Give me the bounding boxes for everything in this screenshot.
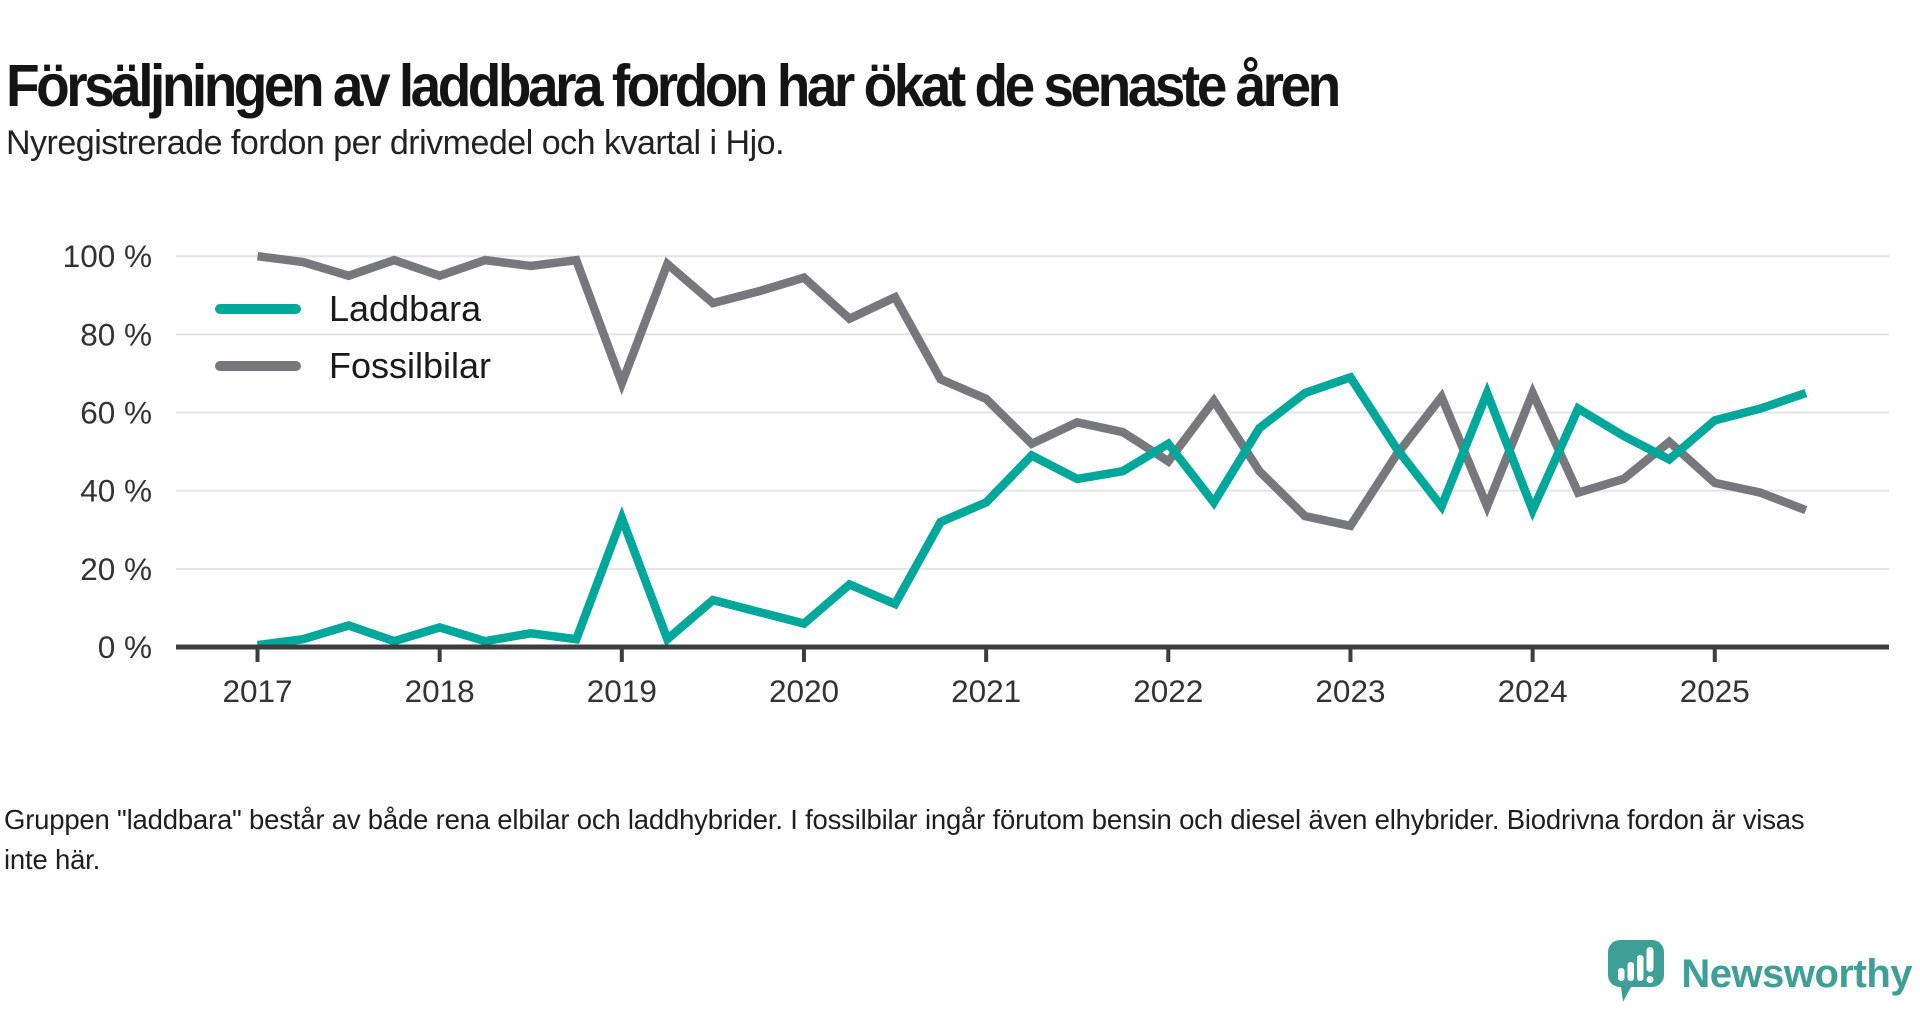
- footnote: Gruppen "laddbara" består av både rena e…: [4, 804, 1805, 875]
- x-axis: 2017 2018 2019 2020 2021 2022 2023 2024 2025: [176, 644, 1889, 709]
- newsworthy-logo-icon: [1608, 940, 1665, 1002]
- y-tick-label: 0 %: [98, 629, 152, 665]
- y-tick-label: 60 %: [80, 395, 152, 431]
- x-tick-label: 2018: [405, 673, 475, 709]
- x-tick-label: 2021: [951, 673, 1021, 709]
- legend-label-laddbara: Laddbara: [329, 287, 482, 329]
- data-series: [256, 251, 1808, 650]
- legend-label-fossilbilar: Fossilbilar: [329, 344, 492, 386]
- y-tick-label: 80 %: [80, 316, 152, 352]
- series-line-laddbara: [256, 372, 1808, 650]
- y-tick-label: 40 %: [80, 473, 152, 509]
- page-title: Försäljningen av laddbara fordon har öka…: [6, 51, 1341, 119]
- x-tick-label: 2025: [1680, 673, 1750, 709]
- x-tick-label: 2020: [769, 673, 839, 709]
- x-tick-label: 2022: [1133, 673, 1203, 709]
- chart-subtitle: Nyregistrerade fordon per drivmedel och …: [6, 124, 785, 162]
- x-tick-label: 2023: [1315, 673, 1385, 709]
- newsworthy-logo: Newsworthy: [1608, 940, 1912, 1002]
- fossilbilar-swatch: [215, 360, 301, 371]
- series-line-fossilbilar: [256, 251, 1808, 531]
- legend: Laddbara Fossilbilar: [215, 288, 491, 386]
- y-tick-label: 100 %: [63, 238, 152, 274]
- legend-item-fossilbilar: Fossilbilar: [215, 345, 491, 386]
- laddbara-swatch: [215, 303, 301, 314]
- y-axis-labels: 0 % 20 % 40 % 60 % 80 % 100 %: [63, 238, 152, 665]
- x-tick-label: 2024: [1498, 673, 1568, 709]
- y-tick-label: 20 %: [80, 551, 152, 587]
- x-tick-label: 2017: [222, 673, 292, 709]
- logo-text: Newsworthy: [1681, 952, 1912, 996]
- x-tick-label: 2019: [587, 673, 657, 709]
- legend-item-laddbara: Laddbara: [215, 288, 491, 329]
- gridlines: [176, 255, 1889, 570]
